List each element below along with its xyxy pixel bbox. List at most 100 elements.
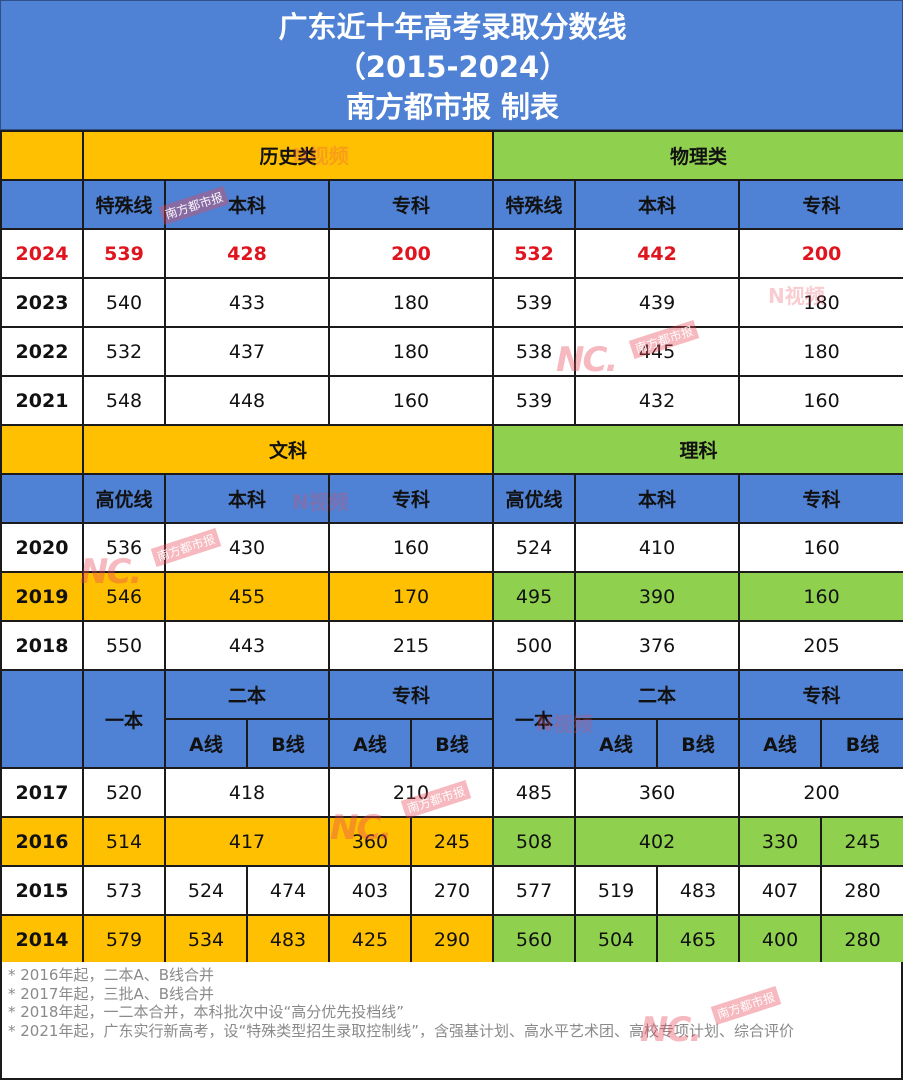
table-cell: 524	[492, 522, 577, 573]
header-left-zhuanke: 专科	[327, 669, 495, 720]
table-cell: 200	[738, 767, 903, 818]
header-a-line: A线	[738, 718, 823, 769]
subheader-left-undergrad: 本科	[164, 179, 330, 230]
section3-corner	[0, 669, 84, 769]
table-cell: 400	[738, 914, 823, 965]
table-cell: 170	[327, 571, 495, 622]
table-cell: 448	[164, 375, 330, 426]
row-year: 2015	[0, 865, 84, 916]
table-row: 2014 579 534 483 425 290 560 504 465 400…	[0, 914, 903, 965]
table-cell: 245	[820, 816, 903, 867]
table-row: 2022 532 437 180 538 445 180	[0, 326, 903, 377]
footnote: * 2018年起，一二本合并，本科批次中设“高分优先投档线”	[8, 1003, 404, 1022]
table-cell: 376	[574, 620, 741, 671]
table-cell: 504	[574, 914, 659, 965]
table-cell: 425	[328, 914, 412, 965]
table-cell: 519	[574, 865, 659, 916]
table-cell: 546	[82, 571, 166, 622]
page-title: 广东近十年高考录取分数线	[278, 10, 627, 44]
table-row: 2016 514 417 360 245 508 402 330 245	[0, 816, 903, 867]
row-year: 2021	[0, 375, 84, 426]
table-cell: 483	[656, 865, 741, 916]
header-b-line: B线	[246, 718, 330, 769]
table-cell: 160	[738, 571, 903, 622]
subheader-left-special: 特殊线	[82, 179, 166, 230]
table-cell: 160	[738, 522, 903, 573]
row-year: 2023	[0, 277, 84, 328]
table-cell: 215	[327, 620, 495, 671]
row-year: 2018	[0, 620, 84, 671]
header-b-line: B线	[409, 718, 495, 769]
table-cell: 500	[492, 620, 577, 671]
table-cell: 200	[738, 228, 903, 279]
row-year: 2022	[0, 326, 84, 377]
table-cell: 160	[738, 375, 903, 426]
table-cell: 560	[492, 914, 577, 965]
header-a-line: A线	[328, 718, 412, 769]
row-year: 2017	[0, 767, 84, 818]
section1-subheader-corner	[0, 179, 84, 230]
table-cell: 483	[246, 914, 330, 965]
table-cell: 360	[328, 816, 412, 867]
table-cell: 539	[492, 277, 577, 328]
table-cell: 539	[492, 375, 577, 426]
footnote: * 2017年起，三批A、B线合并	[8, 984, 214, 1003]
header-left-yiben: 一本	[82, 669, 166, 769]
table-cell: 410	[574, 522, 741, 573]
table-cell: 524	[164, 865, 248, 916]
footnote: * 2016年起，二本A、B线合并	[8, 966, 214, 984]
header-right-zhuanke: 专科	[738, 669, 903, 720]
table-cell: 534	[164, 914, 248, 965]
table-row: 2017 520 418 210 485 360 200	[0, 767, 903, 818]
table-cell: 160	[327, 522, 495, 573]
section1-corner	[0, 130, 84, 181]
table-cell: 180	[738, 326, 903, 377]
subheader-right-undergrad: 本科	[574, 473, 741, 524]
table-cell: 508	[492, 816, 577, 867]
subheader-right-junior: 专科	[738, 473, 903, 524]
header-right-erben: 二本	[574, 669, 741, 720]
table-row: 2023 540 433 180 539 439 180	[0, 277, 903, 328]
table-cell: 180	[327, 277, 495, 328]
table-cell: 538	[492, 326, 577, 377]
row-year: 2014	[0, 914, 84, 965]
page-subtitle-years: （2015-2024）	[336, 50, 569, 84]
table-cell: 439	[574, 277, 741, 328]
title-banner: 广东近十年高考录取分数线 （2015-2024） 南方都市报 制表	[0, 0, 903, 130]
score-table: 历史类 物理类 特殊线 本科 专科 特殊线 本科 专科 2024 539 428…	[0, 130, 903, 965]
table-cell: 445	[574, 326, 741, 377]
subheader-left-high: 高优线	[82, 473, 166, 524]
subheader-left-undergrad: 本科	[164, 473, 330, 524]
page-credit: 南方都市报 制表	[345, 90, 560, 124]
section1-right-category: 物理类	[492, 130, 903, 181]
table-cell: 579	[82, 914, 166, 965]
table-cell: 205	[738, 620, 903, 671]
table-cell: 495	[492, 571, 577, 622]
table-cell: 418	[164, 767, 330, 818]
table-cell: 514	[82, 816, 166, 867]
table-cell: 443	[164, 620, 330, 671]
header-a-line: A线	[574, 718, 659, 769]
subheader-left-junior: 专科	[327, 179, 495, 230]
table-cell: 432	[574, 375, 741, 426]
table-row: 2019 546 455 170 495 390 160	[0, 571, 903, 622]
table-cell: 474	[246, 865, 330, 916]
table-row: 2024 539 428 200 532 442 200	[0, 228, 903, 279]
table-cell: 390	[574, 571, 741, 622]
table-cell: 245	[409, 816, 495, 867]
table-cell: 403	[328, 865, 412, 916]
table-cell: 290	[409, 914, 495, 965]
table-cell: 428	[164, 228, 330, 279]
header-b-line: B线	[656, 718, 741, 769]
subheader-right-junior: 专科	[738, 179, 903, 230]
footnote: * 2021年起，广东实行新高考，设“特殊类型招生录取控制线”，含强基计划、高水…	[8, 1021, 794, 1040]
subheader-right-high: 高优线	[492, 473, 577, 524]
table-cell: 417	[164, 816, 330, 867]
subheader-right-special: 特殊线	[492, 179, 577, 230]
table-cell: 200	[327, 228, 495, 279]
table-cell: 280	[820, 914, 903, 965]
table-cell: 437	[164, 326, 330, 377]
table-cell: 539	[82, 228, 166, 279]
footnotes: * 2016年起，二本A、B线合并 * 2017年起，三批A、B线合并 * 20…	[0, 962, 903, 1080]
header-right-yiben: 一本	[492, 669, 577, 769]
